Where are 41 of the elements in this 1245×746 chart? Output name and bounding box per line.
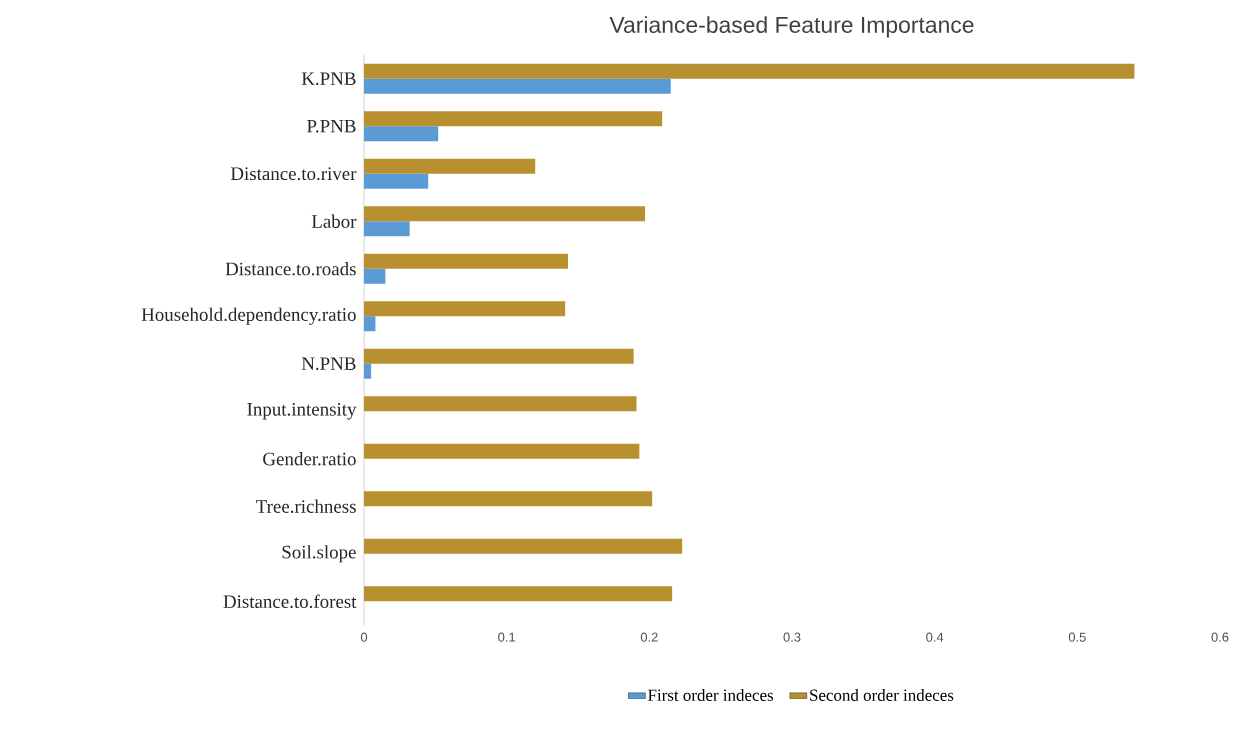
bar — [364, 78, 671, 94]
x-tick-label: 0.2 — [640, 632, 658, 642]
x-tick-label: 0.1 — [498, 632, 516, 642]
y-tick-label: Tree.richness — [256, 499, 356, 513]
x-tick-label: 0.3 — [783, 632, 801, 642]
y-tick-label: Distance.to.river — [230, 167, 357, 181]
bar — [364, 363, 372, 379]
bar — [364, 268, 386, 284]
legend-label: Second order indeces — [810, 689, 954, 701]
bar — [364, 443, 640, 459]
y-tick-label: Distance.to.forest — [223, 594, 357, 609]
y-tick-label: Labor — [311, 214, 357, 228]
bar — [364, 538, 683, 554]
y-tick-label: Input.intensity — [247, 402, 357, 420]
chart-title: Variance-based Feature Importance — [609, 16, 974, 38]
bar — [364, 301, 566, 317]
bar — [364, 253, 569, 269]
legend-label: First order indeces — [648, 689, 774, 701]
y-tick-label: N.PNB — [301, 357, 356, 371]
bar — [364, 206, 646, 222]
bar — [364, 173, 429, 189]
y-tick-label: K.PNB — [301, 72, 356, 86]
bar — [364, 126, 439, 142]
y-tick-label: P.PNB — [307, 119, 356, 133]
bar — [364, 491, 653, 507]
y-tick-label: Distance.to.roads — [225, 262, 356, 276]
bar — [364, 348, 634, 364]
bar — [364, 396, 637, 412]
bar — [364, 111, 663, 127]
y-tick-label: Gender.ratio — [263, 452, 356, 466]
x-tick-label: 0.4 — [926, 632, 944, 642]
bar — [364, 63, 1135, 79]
x-tick-label: 0.5 — [1068, 632, 1086, 642]
x-tick-label: 0 — [360, 632, 368, 642]
bar — [364, 221, 410, 237]
x-tick-label: 0.6 — [1211, 632, 1229, 642]
y-tick-label: Household.dependency.ratio — [141, 307, 356, 325]
bar — [364, 158, 536, 174]
y-tick-label: Soil.slope — [282, 545, 356, 563]
bar — [364, 586, 673, 602]
bar — [364, 316, 376, 332]
